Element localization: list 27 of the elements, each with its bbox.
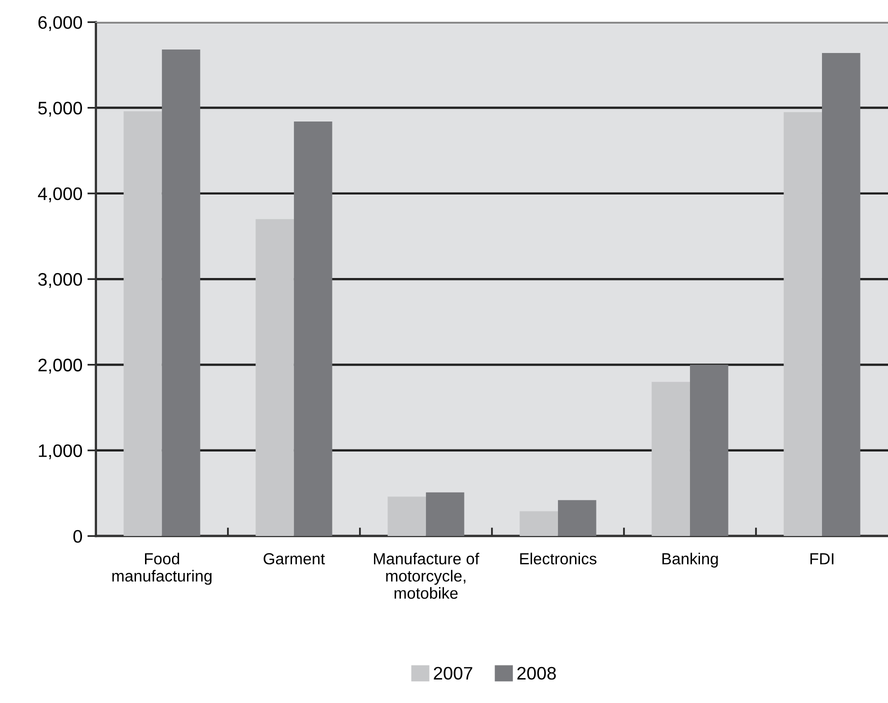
bar <box>426 492 464 536</box>
x-tick-label: FDI <box>810 553 834 564</box>
y-tick-label: 2,000 <box>38 358 82 374</box>
bar <box>784 112 822 536</box>
x-tick-label: Food manufacturing <box>112 552 212 585</box>
y-tick-label: 6,000 <box>38 16 82 31</box>
legend-label: 2007 <box>434 666 472 680</box>
bar <box>520 511 558 536</box>
x-tick-label: Banking <box>662 552 718 568</box>
bar <box>690 364 728 536</box>
y-tick-label: 3,000 <box>38 273 82 288</box>
bar <box>558 500 596 536</box>
x-tick-label: Electronics <box>520 552 596 564</box>
bar <box>388 496 426 536</box>
bar <box>162 50 200 536</box>
bar <box>652 382 690 536</box>
y-tick-label: 1,000 <box>38 444 82 460</box>
bar <box>822 52 860 536</box>
bar <box>124 111 162 536</box>
x-tick-label: Garment <box>264 553 325 564</box>
y-tick-label: 0 <box>73 530 82 543</box>
bar <box>294 121 332 536</box>
legend-label: 2008 <box>517 666 556 680</box>
y-tick-label: 4,000 <box>38 187 82 202</box>
y-tick-label: 5,000 <box>38 102 82 117</box>
x-tick-label: Manufacture of motorcycle, motobike <box>374 552 480 599</box>
bar <box>256 219 294 536</box>
